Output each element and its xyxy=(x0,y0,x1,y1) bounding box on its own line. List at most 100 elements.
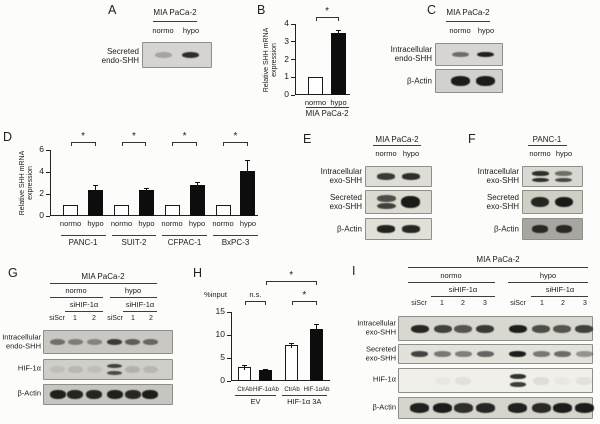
x-category-label: hypo xyxy=(188,219,206,228)
blot-band xyxy=(107,338,123,346)
panel-e-header-underline xyxy=(373,145,421,146)
y-axis-tick xyxy=(227,380,231,382)
panel-g-header-underline xyxy=(50,283,157,284)
y-axis-tick xyxy=(46,171,50,173)
column-label: hypo xyxy=(555,149,573,158)
y-axis-tick-label: 1 xyxy=(284,71,289,82)
blot-band xyxy=(553,351,571,357)
error-bar xyxy=(338,29,339,36)
row-label: Intracellular endo-SHH xyxy=(2,332,41,350)
significance-label: * xyxy=(233,131,238,142)
x-category-label: hypo xyxy=(239,219,257,228)
blot-band xyxy=(555,170,573,176)
significance-label: * xyxy=(289,270,294,281)
blot-band xyxy=(532,225,549,233)
panel-a-blot-secreted-endo-shh xyxy=(142,42,212,68)
row-label: Intracellular endo-SHH xyxy=(390,44,432,63)
blot-band xyxy=(86,390,103,399)
column-label: normo xyxy=(65,286,87,295)
blot-band xyxy=(575,324,594,333)
blot-band xyxy=(50,365,66,374)
blot-band xyxy=(533,376,550,385)
chart-bar xyxy=(310,328,324,381)
blot-band xyxy=(67,365,83,374)
blot-band xyxy=(509,374,526,380)
blot-band xyxy=(450,76,470,86)
blot-band xyxy=(410,403,430,413)
blot-band xyxy=(377,225,396,233)
y-axis-tick xyxy=(291,23,295,25)
panel-f-cell-line-label: PANC-1 xyxy=(532,135,562,144)
blot-band xyxy=(435,377,451,385)
x-category-label: hypo xyxy=(87,219,104,228)
blot-band xyxy=(531,170,549,176)
column-label: 1 xyxy=(540,300,544,307)
significance-label: * xyxy=(302,290,307,301)
blot-band xyxy=(574,403,594,413)
error-bar xyxy=(291,342,293,349)
panel-g-sihif-underline-hypo xyxy=(123,311,157,312)
blot-band xyxy=(107,370,123,376)
blot-band xyxy=(125,338,141,346)
blot-band xyxy=(552,403,572,413)
row-label: β-Actin xyxy=(372,402,397,412)
group-label: CFPAC-1 xyxy=(167,238,202,247)
y-axis-tick xyxy=(291,41,295,43)
blot-band xyxy=(182,51,200,59)
chart-bar xyxy=(259,369,273,381)
y-axis-tick xyxy=(46,215,50,217)
y-axis-tick xyxy=(291,94,295,96)
group-label: PANC-1 xyxy=(68,238,98,247)
blot-band xyxy=(142,338,158,346)
panel-a-cell-line-label: MIA PaCa-2 xyxy=(153,8,197,17)
error-bar-cap xyxy=(194,182,200,184)
chart-bar xyxy=(240,170,256,216)
panel-i-sihif-underline-normo xyxy=(431,296,495,297)
panel-g-blot-hif-1a xyxy=(43,359,173,380)
column-label: 3 xyxy=(583,300,587,307)
significance-bracket xyxy=(315,17,339,21)
column-label: siScr xyxy=(49,315,65,322)
group-underline xyxy=(234,395,276,396)
row-label: β-Actin xyxy=(493,224,519,234)
x-category-label: normo xyxy=(110,219,133,228)
column-label: 1 xyxy=(73,315,77,322)
blot-band xyxy=(86,365,102,374)
blot-band xyxy=(376,202,396,210)
blot-band xyxy=(107,364,123,369)
chart-bar xyxy=(308,77,324,95)
blot-band xyxy=(401,225,420,233)
group-underline xyxy=(213,235,258,236)
blot-band xyxy=(376,194,396,202)
group-underline xyxy=(281,395,327,396)
panel-i-normo-underline xyxy=(408,282,495,283)
y-axis-tick-label: 2 xyxy=(39,188,44,198)
column-label: 1 xyxy=(131,315,135,322)
column-label: siHIF-1α xyxy=(69,300,99,309)
blot-band xyxy=(451,51,469,58)
blot-band xyxy=(154,51,172,59)
blot-band xyxy=(531,177,549,183)
panel-d-letter: D xyxy=(3,130,13,144)
column-label: siHIF-1α xyxy=(448,285,478,294)
significance-bracket xyxy=(244,301,266,305)
blot-band xyxy=(377,173,396,180)
blot-band xyxy=(532,324,551,333)
panel-c-blot-intracellular-endo-shh xyxy=(435,43,503,66)
y-axis-tick-label: 10 xyxy=(215,329,225,339)
row-label: β-Actin xyxy=(406,76,432,86)
group-label: SUIT-2 xyxy=(121,238,147,247)
panel-a-header-underline xyxy=(153,21,197,22)
blot-band xyxy=(454,351,472,357)
group-label: HIF-1α 3A xyxy=(287,397,322,406)
blot-band xyxy=(433,403,453,413)
panel-g-normo-underline xyxy=(50,297,103,298)
panel-i-blot-hif-1a xyxy=(398,368,593,393)
blot-band xyxy=(508,403,528,413)
error-bar xyxy=(247,159,249,174)
significance-label: * xyxy=(325,6,329,17)
significance-bracket xyxy=(121,142,147,146)
panel-c-header-underline xyxy=(446,21,490,22)
x-category-label: normo xyxy=(59,219,82,228)
y-axis-tick-label: 4 xyxy=(284,18,289,28)
